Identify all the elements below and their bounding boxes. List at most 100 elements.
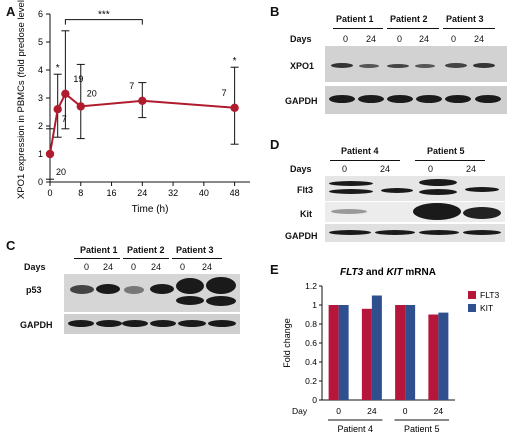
y-tick-label: 0 — [38, 177, 43, 187]
blot-c-day: 24 — [202, 262, 213, 272]
x-tick-label: 16 — [107, 188, 117, 198]
blot-c-gapdh-strip — [64, 314, 240, 334]
x-tick-label: 0 — [336, 406, 341, 416]
blot-d-day: 0 — [428, 164, 434, 174]
x-tick-label: 8 — [78, 188, 83, 198]
x-tick-label: 24 — [367, 406, 377, 416]
blot-c-day: 0 — [131, 262, 137, 272]
blot-c-patient-1: Patient 1 — [80, 245, 118, 255]
blot-c-row-label-p53: p53 — [26, 285, 42, 295]
blot-b-day: 0 — [397, 34, 403, 44]
blot-b-day: 24 — [366, 34, 377, 44]
x-tick-label: 40 — [199, 188, 209, 198]
blot-b-underline-1 — [333, 28, 383, 29]
series-line — [49, 92, 235, 155]
blot-c-day: 24 — [103, 262, 114, 272]
panel-letter-e: E — [270, 262, 279, 277]
blot-b-day: 24 — [474, 34, 485, 44]
data-point — [53, 105, 62, 114]
blot-d-row-label-gapdh: GAPDH — [285, 231, 318, 241]
y-tick-label: 1 — [38, 149, 43, 159]
panel-letter-c: C — [6, 238, 16, 253]
panel-letter-a: A — [6, 4, 16, 19]
blot-d-patient-5: Patient 5 — [427, 146, 465, 156]
panel-letter-b: B — [270, 4, 280, 19]
blot-b-patient-1: Patient 1 — [336, 14, 374, 24]
x-tick-label: 0 — [47, 188, 52, 198]
n-label: 20 — [56, 167, 66, 177]
blot-b-patient-2: Patient 2 — [390, 14, 428, 24]
significance-star: * — [56, 63, 60, 74]
blot-b-xpo1-strip — [325, 46, 507, 82]
blot-d-days-label: Days — [290, 164, 312, 174]
blot-d-day: 24 — [466, 164, 477, 174]
blot-d-underline-4 — [330, 160, 400, 161]
blot-c-patient-2: Patient 2 — [127, 245, 165, 255]
blot-c-patient-3: Patient 3 — [176, 245, 214, 255]
x-tick-label: 0 — [403, 406, 408, 416]
y-tick-label: 1.2 — [305, 281, 317, 291]
bar-kit — [338, 305, 349, 400]
group-label: Patient 5 — [404, 424, 440, 434]
y-tick-label: 5 — [38, 37, 43, 47]
blot-c-underline-2 — [123, 258, 169, 259]
blot-d-patient-4: Patient 4 — [341, 146, 379, 156]
panel-letter-d: D — [270, 137, 280, 152]
chart-title: FLT3 and KIT mRNA — [340, 267, 436, 278]
blot-d-row-label-kit: Kit — [300, 209, 312, 219]
bar-flt3 — [395, 305, 406, 400]
bar-kit — [405, 305, 416, 400]
blot-b-row-label-gapdh: GAPDH — [285, 96, 318, 106]
n-label: 7 — [62, 114, 67, 124]
flt3-kit-mrna-chart: FLT3 and KIT mRNA 0 0.2 0.4 0.6 0.8 1 1.2 Fold c… — [282, 267, 499, 434]
blot-d-row-label-flt3: Flt3 — [297, 185, 314, 195]
x-tick-label: 32 — [168, 188, 178, 198]
xpo1-expression-chart: 0 1 2 3 4 5 6 0 8 16 24 32 40 48 Time (h) XPO1 expressi… — [16, 0, 250, 215]
blot-b-row-label-xpo1: XPO1 — [290, 61, 315, 71]
blot-c-underline-1 — [74, 258, 120, 259]
significance-bracket — [64, 19, 143, 25]
data-point — [76, 102, 85, 111]
x-tick-label: 24 — [137, 188, 147, 198]
blot-d-underline-5 — [415, 160, 485, 161]
x-axis-prefix: Day — [292, 406, 308, 416]
data-point — [45, 149, 55, 159]
y-tick-label: 0.4 — [305, 357, 317, 367]
data-point — [230, 103, 239, 113]
bar-kit — [438, 312, 449, 400]
y-tick-label: 1 — [312, 300, 317, 310]
legend-swatch-flt3 — [468, 291, 476, 299]
blot-b-gapdh-strip — [325, 86, 507, 114]
significance-star: * — [233, 56, 237, 67]
bracket-label: *** — [98, 10, 110, 21]
y-tick-label: 3 — [38, 93, 43, 103]
n-label: 19 — [73, 74, 83, 84]
blot-c-day: 24 — [151, 262, 162, 272]
y-tick-label: 6 — [38, 9, 43, 19]
y-tick-label: 4 — [38, 65, 43, 75]
blot-c-row-label-gapdh: GAPDH — [20, 320, 53, 330]
bar-kit — [371, 295, 382, 400]
n-label: 7 — [222, 88, 227, 98]
y-tick-label: 2 — [38, 121, 43, 131]
blot-b-underline-2 — [387, 28, 439, 29]
y-axis-label: Fold change — [282, 318, 292, 368]
blot-b-days-label: Days — [290, 34, 312, 44]
blot-d-gapdh-strip — [325, 224, 505, 242]
n-label: 20 — [87, 88, 97, 98]
blot-d-day: 0 — [342, 164, 348, 174]
data-point — [138, 96, 147, 106]
legend-swatch-kit — [468, 304, 476, 312]
blot-c-day: 0 — [180, 262, 186, 272]
y-axis-label: XPO1 expression in PBMCs (fold predose l… — [16, 0, 27, 199]
blot-d-kit-strip — [325, 202, 505, 222]
y-tick-label: 0.6 — [305, 338, 317, 348]
bar-flt3 — [328, 305, 339, 400]
y-tick-label: 0 — [312, 395, 317, 405]
data-point — [61, 89, 70, 99]
y-tick-label: 0.8 — [305, 319, 317, 329]
blot-b-day: 0 — [343, 34, 349, 44]
x-tick-label: 24 — [434, 406, 444, 416]
x-axis-label: Time (h) — [132, 204, 169, 215]
n-label: 7 — [129, 81, 134, 91]
